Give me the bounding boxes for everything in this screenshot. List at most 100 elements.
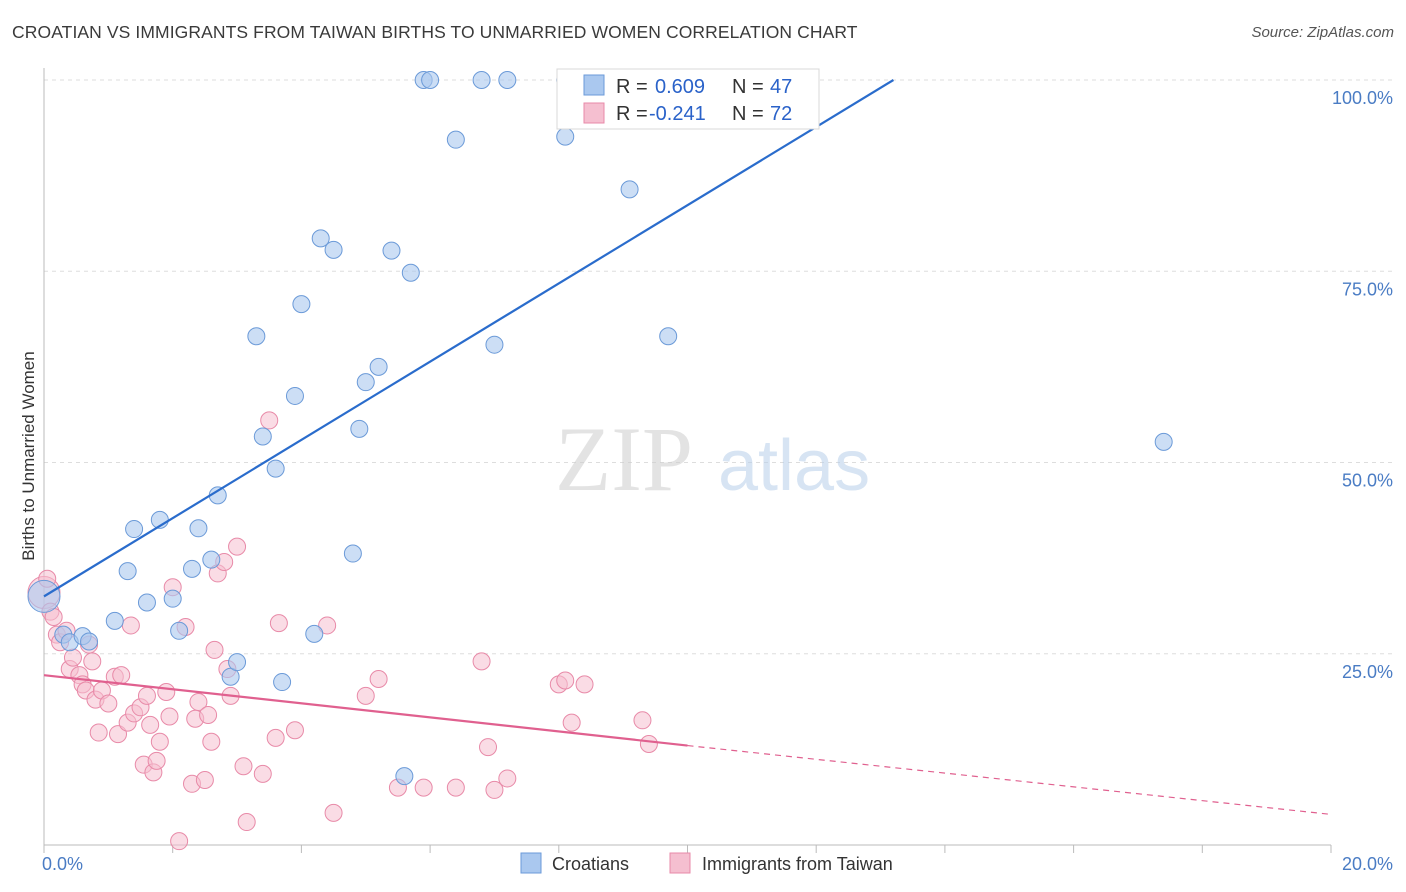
point-taiwan-13 xyxy=(89,723,108,742)
point-croatians-27 xyxy=(343,544,362,563)
point-taiwan-38 xyxy=(199,705,218,724)
point-taiwan-11 xyxy=(83,652,102,671)
point-croatians-6 xyxy=(118,562,137,581)
series-legend: Croatians Immigrants from Taiwan xyxy=(520,852,893,874)
axes xyxy=(43,68,1332,853)
point-taiwan-18 xyxy=(112,666,131,685)
stats-swatch-blue xyxy=(583,74,605,96)
point-taiwan-69 xyxy=(639,735,658,754)
y-axis-title: Births to Unmarried Women xyxy=(19,351,38,560)
point-taiwan-6 xyxy=(63,648,82,667)
legend-label-taiwan: Immigrants from Taiwan xyxy=(702,854,893,874)
point-croatians-33 xyxy=(401,263,420,282)
point-taiwan-68 xyxy=(633,711,652,730)
stats-r-value-blue: 0.609 xyxy=(655,76,705,98)
point-taiwan-60 xyxy=(472,652,491,671)
stats-n-value-blue: 47 xyxy=(770,76,792,98)
point-croatians-35 xyxy=(421,71,440,89)
point-croatians-37 xyxy=(472,71,491,89)
point-croatians-5 xyxy=(105,611,124,630)
point-croatians-31 xyxy=(382,241,401,260)
stats-n-value-pink: 72 xyxy=(770,103,792,125)
stats-swatch-pink xyxy=(583,102,605,124)
point-taiwan-32 xyxy=(170,832,189,851)
point-taiwan-49 xyxy=(260,411,279,430)
point-croatians-17 xyxy=(228,653,247,672)
point-taiwan-62 xyxy=(485,780,504,799)
point-taiwan-15 xyxy=(99,694,118,713)
point-croatians-38 xyxy=(485,335,504,354)
point-taiwan-56 xyxy=(369,669,388,688)
y-tick-label-0: 100.0% xyxy=(1332,88,1393,108)
point-croatians-18 xyxy=(247,327,266,346)
point-croatians-28 xyxy=(350,419,369,438)
point-croatians-30 xyxy=(369,357,388,376)
point-taiwan-53 xyxy=(318,616,337,635)
point-taiwan-28 xyxy=(150,732,169,751)
point-taiwan-67 xyxy=(575,675,594,694)
point-croatians-36 xyxy=(446,130,465,149)
watermark: ZIP atlas xyxy=(555,408,870,510)
y-tick-labels: 100.0% 75.0% 50.0% 25.0% xyxy=(1332,88,1393,682)
point-taiwan-29 xyxy=(157,683,176,701)
point-croatians-7 xyxy=(125,520,144,539)
point-croatians-23 xyxy=(292,295,311,314)
stats-r-label-pink: R = xyxy=(616,103,648,125)
point-croatians-8 xyxy=(137,593,156,612)
point-taiwan-63 xyxy=(498,769,517,788)
point-croatians-13 xyxy=(189,519,208,538)
series-croatians-points xyxy=(27,71,1173,786)
point-taiwan-54 xyxy=(324,803,343,822)
stats-n-label-blue: N = xyxy=(732,76,764,98)
point-taiwan-47 xyxy=(237,813,256,832)
point-croatians-22 xyxy=(285,386,304,405)
point-croatians-4 xyxy=(80,632,99,651)
chart-title: CROATIAN VS IMMIGRANTS FROM TAIWAN BIRTH… xyxy=(12,22,858,42)
trend-line-taiwan xyxy=(43,674,688,747)
point-taiwan-37 xyxy=(195,770,214,789)
point-croatians-43 xyxy=(659,327,678,346)
point-croatians-32 xyxy=(395,767,414,786)
point-taiwan-17 xyxy=(109,725,128,744)
point-taiwan-39 xyxy=(202,732,221,751)
watermark-atlas: atlas xyxy=(718,426,870,506)
stats-n-label-pink: N = xyxy=(732,103,764,125)
point-taiwan-20 xyxy=(121,616,140,635)
point-taiwan-52 xyxy=(285,721,304,740)
trend-lines xyxy=(43,79,1332,815)
point-croatians-10 xyxy=(163,589,182,608)
point-taiwan-48 xyxy=(253,764,272,783)
point-taiwan-27 xyxy=(147,751,166,770)
stats-legend: R = 0.609 N = 47 R = -0.241 N = 72 xyxy=(556,68,820,130)
point-croatians-41 xyxy=(556,127,575,146)
stats-r-value-pink: -0.241 xyxy=(649,103,706,125)
point-taiwan-51 xyxy=(269,614,288,633)
point-croatians-42 xyxy=(620,180,639,199)
point-taiwan-36 xyxy=(189,692,208,711)
point-taiwan-45 xyxy=(228,537,247,556)
legend-swatch-croatians xyxy=(520,852,542,874)
y-tick-label-3: 25.0% xyxy=(1342,662,1393,682)
point-croatians-26 xyxy=(324,240,343,259)
y-tick-label-1: 75.0% xyxy=(1342,279,1393,299)
point-croatians-29 xyxy=(356,373,375,392)
point-croatians-39 xyxy=(498,71,517,89)
x-tick-label-1: 20.0% xyxy=(1342,854,1393,874)
point-taiwan-30 xyxy=(160,707,179,726)
point-taiwan-50 xyxy=(266,728,285,747)
point-taiwan-46 xyxy=(234,757,253,776)
point-croatians-14 xyxy=(202,550,221,569)
point-taiwan-58 xyxy=(414,778,433,797)
point-croatians-44 xyxy=(1154,432,1173,451)
point-taiwan-66 xyxy=(562,713,581,732)
x-tick-labels: 0.0% 20.0% xyxy=(42,854,1393,874)
point-taiwan-25 xyxy=(141,715,160,734)
point-taiwan-61 xyxy=(479,738,498,757)
x-tick-label-0: 0.0% xyxy=(42,854,83,874)
point-croatians-11 xyxy=(170,621,189,640)
trend-line-croatians xyxy=(43,79,894,598)
legend-label-croatians: Croatians xyxy=(552,854,629,874)
grid-lines xyxy=(44,79,1392,655)
point-croatians-25 xyxy=(311,229,330,248)
